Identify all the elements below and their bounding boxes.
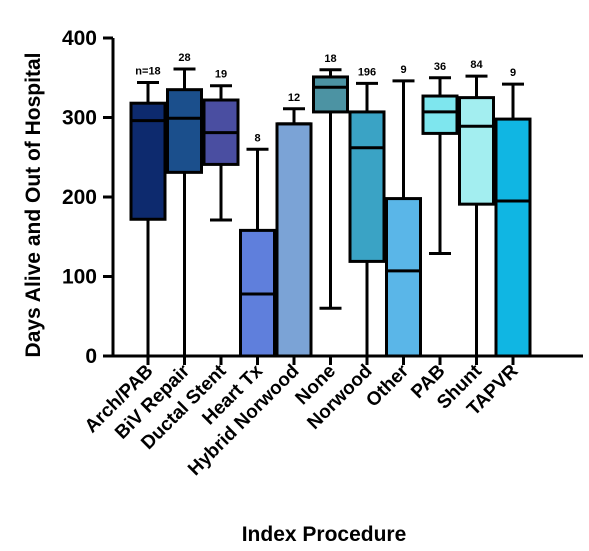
y-axis-title: Days Alive and Out of Hospital (22, 53, 45, 358)
sample-size-label: 19 (215, 69, 227, 81)
y-tick-label: 300 (62, 107, 97, 130)
sample-size-label: 196 (358, 66, 376, 78)
box-10 (458, 96, 495, 206)
box-5 (275, 122, 313, 358)
x-category-label: Other (362, 360, 413, 411)
y-tick-label: 0 (85, 345, 97, 368)
sample-size-label: 9 (510, 67, 516, 79)
box-2 (166, 88, 203, 174)
sample-size-label: 8 (254, 132, 260, 144)
sample-size-label: 18 (324, 53, 336, 65)
box-9 (421, 94, 459, 135)
sample-size-label: 36 (434, 61, 446, 73)
sample-size-label: 12 (288, 92, 300, 104)
sample-size-label: n=18 (135, 66, 160, 78)
y-tick-label: 100 (62, 266, 97, 289)
box-11 (494, 117, 532, 358)
sample-size-label: 9 (400, 64, 406, 76)
y-tick-label: 400 (62, 27, 97, 50)
sample-size-label: 28 (178, 52, 190, 64)
x-axis-title: Index Procedure (242, 523, 407, 546)
sample-size-label: 84 (470, 59, 483, 71)
y-tick-label: 200 (62, 186, 97, 209)
box-7 (348, 110, 386, 263)
box-6 (312, 75, 349, 114)
box-8 (385, 197, 422, 358)
box-1 (129, 101, 167, 221)
